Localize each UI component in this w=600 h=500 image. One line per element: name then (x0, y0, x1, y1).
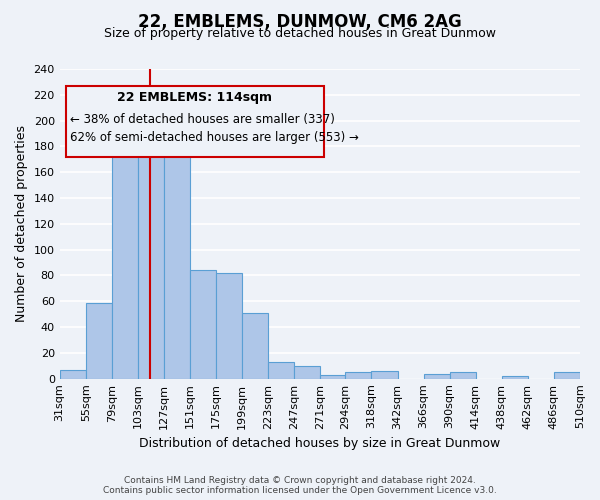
Bar (371, 371, 398, 378)
Bar (86, 302, 112, 378)
Bar (190, 270, 216, 378)
Text: Size of property relative to detached houses in Great Dunmow: Size of property relative to detached ho… (104, 28, 496, 40)
Bar (502, 376, 528, 378)
Text: ← 38% of detached houses are smaller (337): ← 38% of detached houses are smaller (33… (70, 112, 335, 126)
Bar (112, 120, 138, 378)
Text: 62% of semi-detached houses are larger (553) →: 62% of semi-detached houses are larger (… (70, 132, 359, 144)
Bar (320, 375, 346, 378)
Y-axis label: Number of detached properties: Number of detached properties (15, 126, 28, 322)
Text: 22 EMBLEMS: 114sqm: 22 EMBLEMS: 114sqm (117, 92, 272, 104)
Text: 22, EMBLEMS, DUNMOW, CM6 2AG: 22, EMBLEMS, DUNMOW, CM6 2AG (138, 12, 462, 30)
Bar (554, 372, 580, 378)
Bar (164, 131, 190, 378)
Bar (242, 313, 268, 378)
Text: Contains HM Land Registry data © Crown copyright and database right 2024.: Contains HM Land Registry data © Crown c… (124, 476, 476, 485)
Bar (216, 273, 242, 378)
X-axis label: Distribution of detached houses by size in Great Dunmow: Distribution of detached houses by size … (139, 437, 500, 450)
Text: Contains public sector information licensed under the Open Government Licence v3: Contains public sector information licen… (103, 486, 497, 495)
Bar (59, 370, 86, 378)
Bar (449, 372, 476, 378)
Bar (295, 366, 320, 378)
Bar (346, 372, 371, 378)
Bar (268, 362, 295, 378)
Bar (424, 374, 449, 378)
Bar (138, 140, 164, 378)
